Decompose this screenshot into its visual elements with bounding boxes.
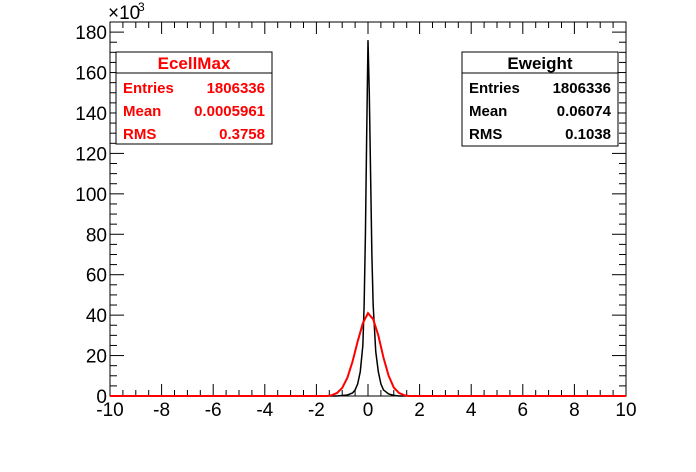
y-tick-label: 120: [75, 144, 107, 165]
stat-boxes: EcellMax Entries 1806336 Mean 0.0005961 RMS 0.…: [115, 51, 619, 147]
stat-row-value: 0.0005961: [194, 103, 265, 120]
y-multiplier-exponent: 3: [138, 0, 145, 14]
stat-box-eweight: Eweight Entries 1806336 Mean 0.06074 RMS 0.103…: [461, 51, 619, 147]
x-tick-label: -2: [308, 400, 325, 421]
x-tick-label: 0: [363, 400, 374, 421]
y-tick-label: 40: [86, 306, 107, 327]
x-tick-labels: -10 -8 -6 -4 -2 0 2 4 6 8 10: [96, 400, 636, 421]
x-tick-label: -4: [256, 400, 273, 421]
x-tick-label: -10: [96, 400, 123, 421]
axis-ticks: [109, 21, 627, 397]
stat-row-label: Mean: [123, 103, 161, 120]
x-tick-label: 2: [414, 400, 425, 421]
stat-box-ecellmax: EcellMax Entries 1806336 Mean 0.0005961 RMS 0.…: [115, 51, 273, 145]
x-tick-label: 10: [615, 400, 636, 421]
y-tick-label: 100: [75, 185, 107, 206]
stat-row-label: RMS: [469, 126, 502, 143]
stat-row-value: 1806336: [553, 80, 611, 97]
y-tick-label: 60: [86, 266, 107, 287]
y-tick-label: 0: [96, 387, 107, 408]
series-group: [110, 40, 626, 397]
x-tick-label: 8: [569, 400, 580, 421]
stat-row-label: Entries: [123, 80, 174, 97]
stat-row-value: 0.3758: [219, 126, 265, 143]
y-tick-label: 180: [75, 23, 107, 44]
stat-row-value: 0.06074: [557, 103, 612, 120]
x-tick-label: 4: [466, 400, 477, 421]
x-tick-label: 6: [518, 400, 529, 421]
stat-box-title: Eweight: [507, 54, 573, 73]
stat-box-title: EcellMax: [158, 54, 231, 73]
y-tick-label: 80: [86, 225, 107, 246]
stat-row-value: 0.1038: [565, 126, 611, 143]
stat-box-frame: [461, 51, 619, 147]
y-tick-label: 160: [75, 64, 107, 85]
stat-row-label: Mean: [469, 103, 507, 120]
x-tick-label: -6: [205, 400, 222, 421]
y-tick-label: 140: [75, 104, 107, 125]
y-tick-labels: 0 20 40 60 80 100 120 140 160 180: [75, 23, 107, 408]
y-tick-label: 20: [86, 347, 107, 368]
series-line-ecellmax: [110, 311, 626, 397]
stat-box-frame: [115, 51, 273, 145]
series-line-eweight: [110, 40, 626, 397]
y-multiplier-label: ×10: [108, 3, 140, 24]
stat-row-label: RMS: [123, 126, 156, 143]
stat-row-label: Entries: [469, 80, 520, 97]
x-tick-label: -8: [153, 400, 170, 421]
stat-row-value: 1806336: [207, 80, 265, 97]
